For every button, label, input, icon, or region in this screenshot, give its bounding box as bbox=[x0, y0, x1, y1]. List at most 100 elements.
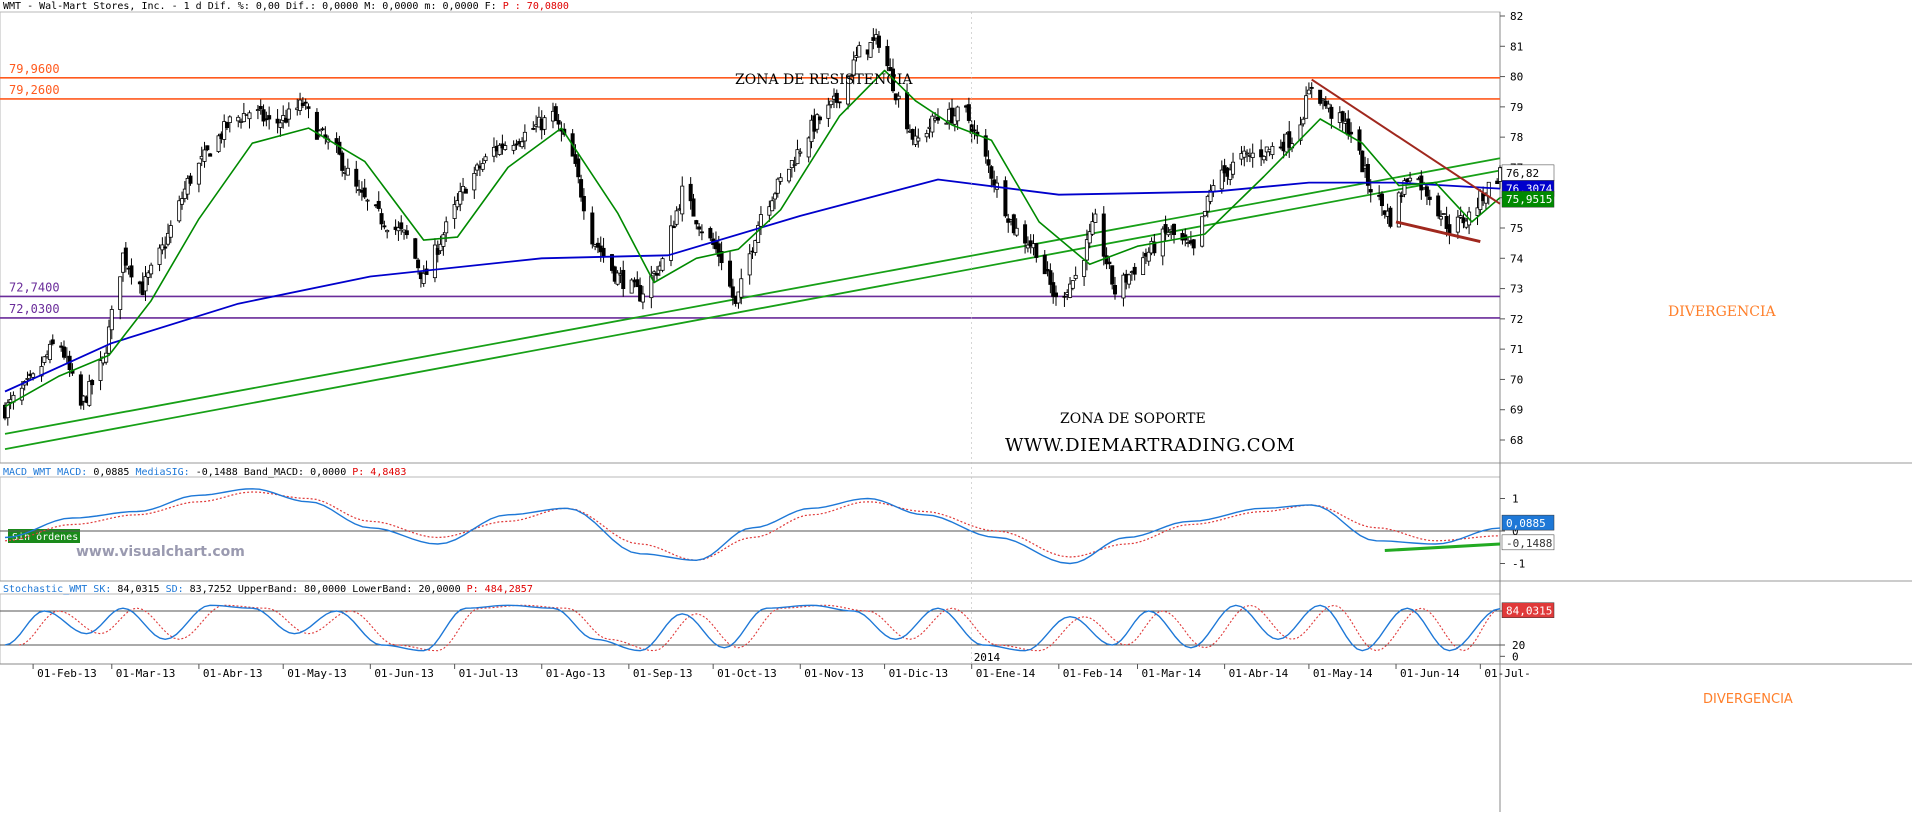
candle-body bbox=[258, 106, 263, 110]
candle-body bbox=[756, 225, 761, 243]
candle-body bbox=[385, 229, 390, 233]
candle-body bbox=[621, 269, 626, 289]
candle-body bbox=[966, 104, 971, 121]
macd-divergence-label: DIVERGENCIA bbox=[1703, 692, 1793, 707]
candle-body bbox=[1388, 207, 1393, 227]
stoch-header-part: 83,7252 bbox=[190, 584, 238, 595]
candle-body bbox=[118, 276, 123, 310]
annotation-divergence: DIVERGENCIA bbox=[1668, 304, 1777, 320]
order-badge-label: Sin órdenes bbox=[12, 531, 78, 543]
candle-body bbox=[1228, 169, 1233, 180]
candle-body bbox=[1399, 195, 1404, 197]
candle-body bbox=[1132, 266, 1137, 275]
candle-body bbox=[930, 115, 935, 133]
candle-body bbox=[789, 160, 794, 169]
macd-header-part: 0,0885 bbox=[93, 467, 135, 478]
stoch-header-part: 484,2857 bbox=[485, 584, 533, 595]
candle-body bbox=[1475, 207, 1480, 216]
candle-body bbox=[1396, 192, 1401, 228]
candle-body bbox=[680, 185, 685, 215]
candle-body bbox=[629, 279, 634, 294]
candle-body bbox=[31, 373, 36, 378]
candle-body bbox=[1368, 189, 1373, 193]
candle-body bbox=[1127, 274, 1132, 285]
candle-body bbox=[1461, 217, 1466, 224]
candle-body bbox=[241, 113, 246, 123]
candle-body bbox=[314, 111, 319, 140]
candle-body bbox=[1261, 156, 1266, 161]
candle-body bbox=[340, 152, 345, 171]
level-label-s2: 72,0300 bbox=[9, 302, 60, 316]
candle-body bbox=[652, 271, 657, 274]
candle-body bbox=[1104, 255, 1109, 265]
x-tick-label: 01-Mar-14 bbox=[1141, 667, 1201, 680]
macd-header-part: P: bbox=[352, 467, 370, 478]
candle-body bbox=[1014, 227, 1019, 236]
candle-body bbox=[208, 153, 213, 157]
candle-body bbox=[62, 346, 67, 358]
price-tick-label: 73 bbox=[1510, 283, 1523, 296]
candle-body bbox=[753, 240, 758, 253]
x-tick-label: 01-Abr-13 bbox=[203, 667, 263, 680]
candle-body bbox=[1082, 260, 1087, 277]
candle-body bbox=[303, 101, 308, 104]
x-tick-label: 01-Mar-13 bbox=[116, 667, 176, 680]
candle-body bbox=[236, 116, 241, 122]
candle-body bbox=[576, 158, 581, 178]
candle-body bbox=[1152, 241, 1157, 254]
site-watermark: WWW.DIEMARTRADING.COM bbox=[1005, 435, 1295, 456]
price-header-p-value: 70,0800 bbox=[527, 1, 569, 12]
candle-body bbox=[1146, 251, 1151, 262]
candle-body bbox=[747, 253, 752, 276]
candle-body bbox=[1200, 216, 1205, 247]
candle-body bbox=[19, 387, 24, 401]
price-tick-label: 79 bbox=[1510, 101, 1523, 114]
candle-body bbox=[1110, 265, 1115, 285]
stoch-header-part: UpperBand: 80,0000 LowerBand: 20,0000 bbox=[238, 584, 467, 595]
candle-body bbox=[983, 135, 988, 157]
candle-body bbox=[143, 276, 148, 292]
candle-body bbox=[1107, 261, 1112, 265]
tag-macd-box bbox=[1501, 514, 1555, 531]
macd-divergence-line bbox=[1384, 542, 1501, 552]
candle-body bbox=[542, 117, 547, 130]
macd-header-part: 4,8483 bbox=[370, 467, 406, 478]
macd-header-part: -0,1488 bbox=[196, 467, 244, 478]
candle-body bbox=[837, 101, 842, 104]
candle-body bbox=[924, 133, 929, 138]
price-tick-label: 80 bbox=[1510, 71, 1523, 84]
stoch-sk-line bbox=[4, 604, 1501, 652]
candle-body bbox=[716, 243, 721, 257]
x-tick-label: 01-Jun-14 bbox=[1400, 667, 1460, 680]
x-tick-label: 01-Nov-13 bbox=[804, 667, 864, 680]
candle-body bbox=[5, 402, 10, 419]
candle-body bbox=[851, 59, 856, 76]
level-label-s1: 72,7400 bbox=[9, 280, 60, 294]
candle-body bbox=[1365, 163, 1370, 186]
candle-body bbox=[222, 121, 227, 140]
candle-body bbox=[47, 343, 52, 360]
ma-short-line bbox=[4, 69, 1501, 408]
candle-body bbox=[778, 177, 783, 182]
candle-body bbox=[354, 168, 359, 187]
price-tick-label: 68 bbox=[1510, 434, 1523, 447]
candle-body bbox=[1250, 152, 1255, 158]
candle-body bbox=[300, 102, 305, 106]
candle-body bbox=[896, 95, 901, 100]
x-tick-label: 01-Abr-14 bbox=[1229, 667, 1289, 680]
tag-stoch-sk-box bbox=[1501, 602, 1555, 618]
candle-body bbox=[916, 137, 921, 142]
x-tick-label: 01-May-13 bbox=[287, 667, 347, 680]
price-tick-label: 82 bbox=[1510, 10, 1523, 23]
candle-body bbox=[483, 156, 488, 162]
price-tick-label: 71 bbox=[1510, 343, 1523, 356]
candle-body bbox=[247, 112, 252, 120]
price-tick-label: 74 bbox=[1510, 252, 1524, 265]
candle-body bbox=[399, 222, 404, 229]
price-tick-label: 75 bbox=[1510, 222, 1523, 235]
candle-body bbox=[1023, 224, 1028, 244]
candle-body bbox=[817, 116, 822, 121]
candle-body bbox=[123, 247, 128, 266]
candle-body bbox=[520, 141, 525, 148]
tag-macd-signal-box bbox=[1501, 534, 1555, 551]
